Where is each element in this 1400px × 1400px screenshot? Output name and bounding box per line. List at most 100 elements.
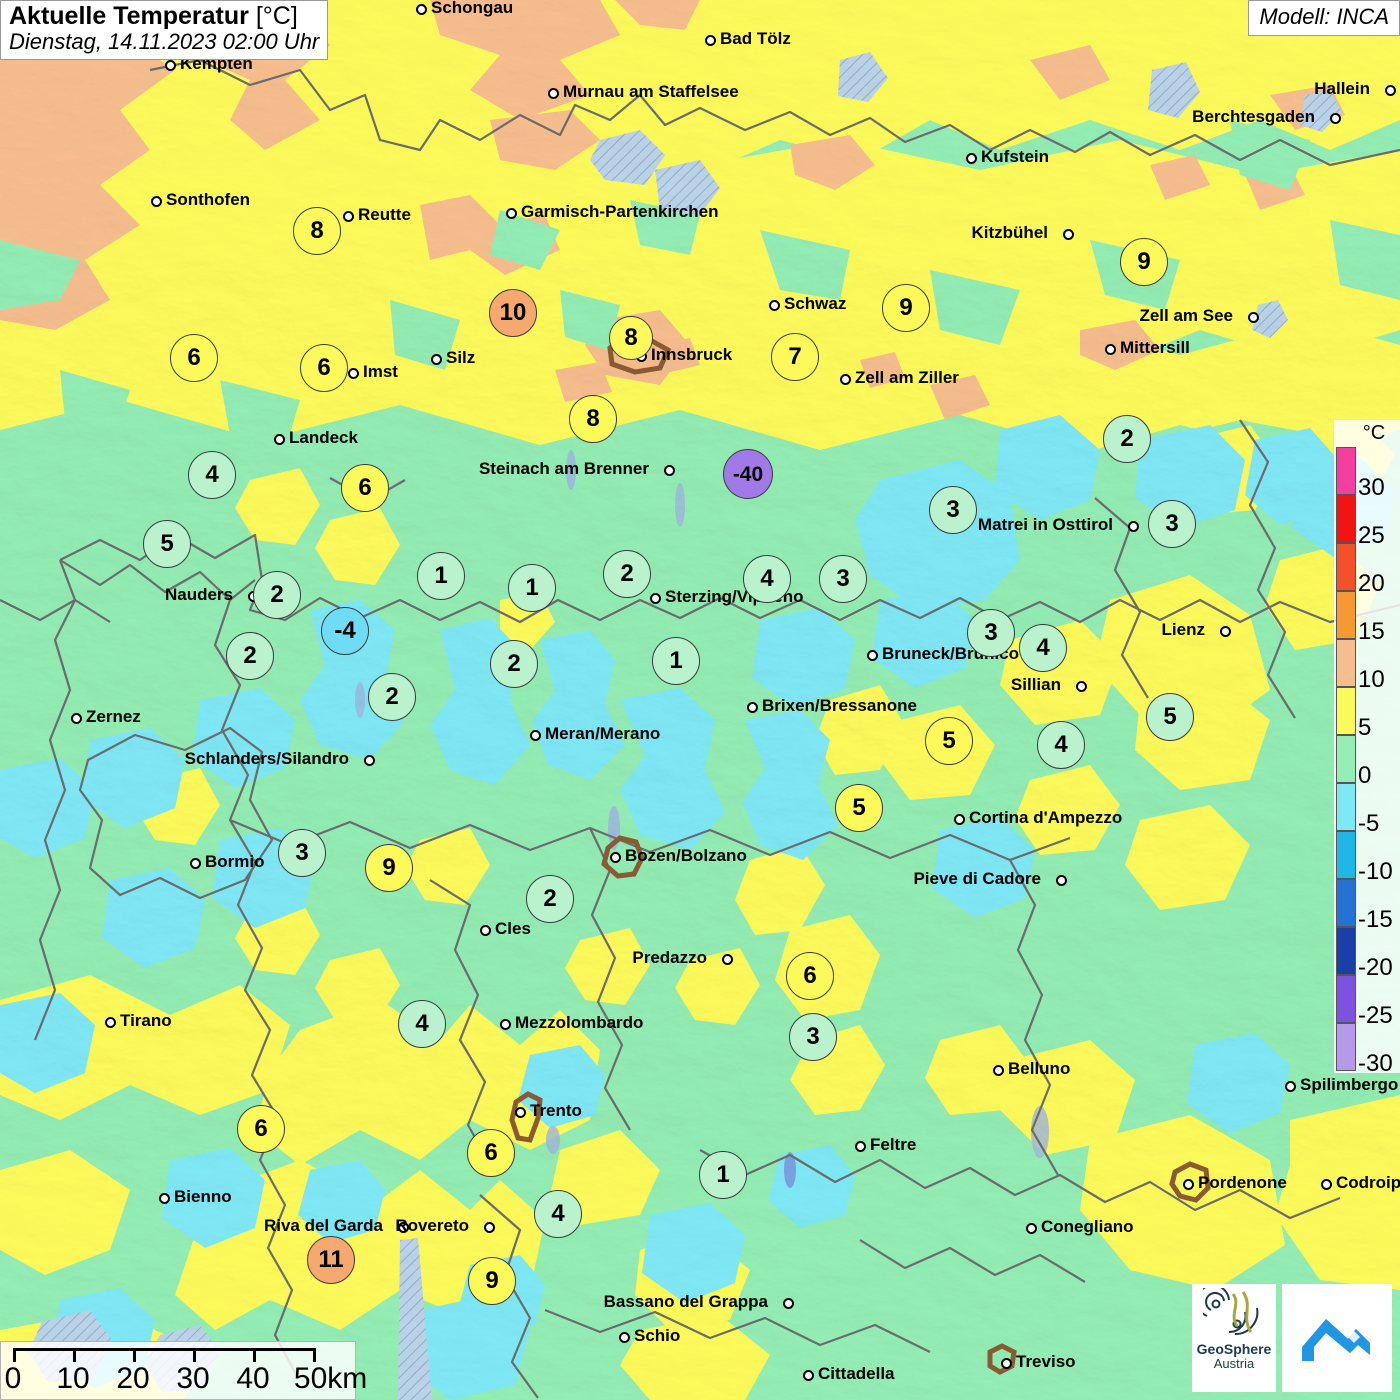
city-dot-icon xyxy=(274,434,285,445)
city-label: Brixen/Bressanone xyxy=(762,696,917,715)
city-label: Kitzbühel xyxy=(971,223,1049,242)
temperature-observation[interactable]: 3 xyxy=(929,486,977,534)
temperature-observation[interactable]: 7 xyxy=(771,333,819,381)
temperature-observation[interactable]: 2 xyxy=(368,673,416,721)
temperature-observation[interactable]: -40 xyxy=(723,449,773,499)
city-label: Imst xyxy=(363,362,398,381)
city-label: Garmisch-Partenkirchen xyxy=(521,202,719,221)
city-label: Kufstein xyxy=(981,147,1049,166)
temperature-observation[interactable]: 2 xyxy=(490,640,538,688)
temperature-observation[interactable]: 2 xyxy=(526,875,574,923)
temperature-observation[interactable]: 8 xyxy=(569,395,617,443)
city-dot-icon xyxy=(1063,229,1074,240)
temperature-observation[interactable]: 1 xyxy=(508,564,556,612)
legend-tick-label: -5 xyxy=(1358,810,1380,837)
temperature-observation[interactable]: 5 xyxy=(1146,693,1194,741)
temperature-observation[interactable]: 9 xyxy=(1120,238,1168,286)
city-label: Sillian xyxy=(1010,675,1061,694)
city-dot-icon xyxy=(105,1017,116,1028)
temperature-observation[interactable]: 8 xyxy=(293,207,341,255)
temperature-observation[interactable]: 5 xyxy=(925,717,973,765)
city-dot-icon xyxy=(151,196,162,207)
legend-row: -25 xyxy=(1336,975,1398,1028)
temperature-observation[interactable]: 2 xyxy=(603,550,651,598)
temperature-observation[interactable]: 3 xyxy=(789,1013,837,1061)
temperature-observation[interactable]: 4 xyxy=(1037,721,1085,769)
city-dot-icon xyxy=(840,374,851,385)
legend-row: 0 xyxy=(1336,735,1398,788)
city-label: Pordenone xyxy=(1198,1173,1287,1192)
legend-swatch xyxy=(1336,783,1356,831)
temperature-observation[interactable]: 2 xyxy=(226,632,274,680)
city-dot-icon xyxy=(480,925,491,936)
geosphere-name: GeoSphere xyxy=(1196,1341,1272,1357)
temperature-observation[interactable]: 6 xyxy=(786,952,834,1000)
temperature-observation[interactable]: 4 xyxy=(398,1000,446,1048)
scale-tick xyxy=(13,1348,16,1362)
legend-row: -20 xyxy=(1336,927,1398,980)
city-dot-icon xyxy=(1330,113,1341,124)
temperature-observation[interactable]: 5 xyxy=(835,784,883,832)
temperature-observation[interactable]: 3 xyxy=(1148,500,1196,548)
city-label: Bienno xyxy=(174,1187,232,1206)
city-dot-icon xyxy=(1385,85,1396,96)
city-label: Landeck xyxy=(289,428,358,447)
temperature-observation[interactable]: 8 xyxy=(609,316,653,360)
legend-row: 20 xyxy=(1336,543,1398,596)
city-label: Conegliano xyxy=(1041,1217,1134,1236)
temperature-observation[interactable]: 4 xyxy=(1019,624,1067,672)
city-label: Predazzo xyxy=(632,948,707,967)
temperature-observation[interactable]: 4 xyxy=(188,451,236,499)
scale-tick-label: 0 xyxy=(4,1362,22,1395)
city-label: Nauders xyxy=(164,585,233,604)
temperature-observation[interactable]: 10 xyxy=(489,289,537,337)
temperature-observation[interactable]: 2 xyxy=(1103,415,1151,463)
city-dot-icon xyxy=(1026,1223,1037,1234)
legend-row: 5 xyxy=(1336,687,1398,740)
temperature-observation[interactable]: 6 xyxy=(300,344,348,392)
temperature-observation[interactable]: 1 xyxy=(652,637,700,685)
temperature-observation[interactable]: 2 xyxy=(253,571,301,619)
temperature-observation[interactable]: 3 xyxy=(278,829,326,877)
city-dot-icon xyxy=(506,208,517,219)
legend-swatch xyxy=(1336,927,1356,975)
geosphere-logo[interactable]: GeoSphere Austria xyxy=(1192,1284,1276,1392)
city-dot-icon xyxy=(416,4,427,15)
temperature-observation[interactable]: 1 xyxy=(699,1151,747,1199)
temperature-observation[interactable]: 9 xyxy=(365,844,413,892)
city-label: Meran/Merano xyxy=(545,724,661,743)
temperature-observation[interactable]: 4 xyxy=(743,555,791,603)
city-label: Matrei in Osttirol xyxy=(977,515,1113,534)
city-label: Rovereto xyxy=(395,1216,469,1235)
temperature-observation[interactable]: 9 xyxy=(882,284,930,332)
temperature-observation[interactable]: 4 xyxy=(534,1190,582,1238)
temperature-observation[interactable]: 9 xyxy=(468,1257,516,1305)
temperature-observation[interactable]: 6 xyxy=(341,464,389,512)
city-label: Cortina d'Ampezzo xyxy=(969,808,1123,827)
city-label: Innsbruck xyxy=(651,345,733,364)
temperature-observation[interactable]: -4 xyxy=(321,607,369,655)
legend-row: -30 xyxy=(1336,1023,1398,1076)
legend-tick-label: 25 xyxy=(1358,522,1385,549)
temperature-observation[interactable]: 6 xyxy=(237,1105,285,1153)
scale-tick-label: 10 xyxy=(56,1362,90,1395)
city-label: Berchtesgaden xyxy=(1192,107,1315,126)
city-label: Zell am Ziller xyxy=(855,368,959,387)
city-label: Pieve di Cadore xyxy=(913,869,1041,888)
temperature-observation[interactable]: 3 xyxy=(819,555,867,603)
legend-swatch xyxy=(1336,447,1356,495)
model-box: Modell: INCA xyxy=(1248,0,1400,36)
temperature-observation[interactable]: 3 xyxy=(967,609,1015,657)
temperature-observation[interactable]: 5 xyxy=(143,520,191,568)
city-label: Schwaz xyxy=(784,294,847,313)
legend-row: 25 xyxy=(1336,495,1398,548)
scale-bar-graphic xyxy=(13,1348,343,1364)
temperature-observation[interactable]: 1 xyxy=(417,552,465,600)
city-dot-icon xyxy=(190,858,201,869)
city-dot-icon xyxy=(855,1141,866,1152)
city-dot-icon xyxy=(619,1332,630,1343)
temperature-observation[interactable]: 6 xyxy=(467,1129,515,1177)
temperature-observation[interactable]: 11 xyxy=(307,1236,355,1284)
temperature-observation[interactable]: 6 xyxy=(170,334,218,382)
mountain-logo[interactable] xyxy=(1282,1284,1392,1392)
